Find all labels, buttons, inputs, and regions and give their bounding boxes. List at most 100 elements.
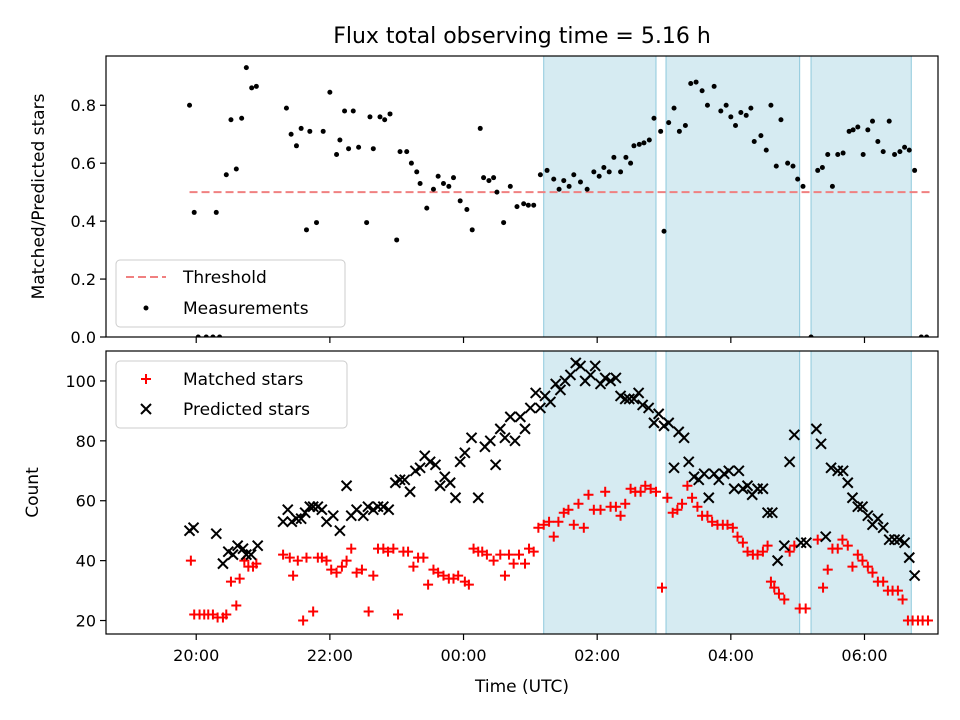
matched-stars-point	[336, 561, 347, 572]
matched-stars-point	[433, 567, 444, 578]
measurement-point	[367, 114, 373, 120]
measurement-point	[795, 176, 801, 182]
matched-stars-point	[563, 504, 574, 515]
measurement-point	[397, 149, 403, 155]
predicted-stars-point	[377, 501, 390, 513]
matched-stars-point	[779, 594, 790, 605]
measurement-point	[768, 102, 774, 108]
matched-stars-point	[368, 570, 379, 581]
measurement-point	[223, 172, 229, 178]
legend-predicted-swatch	[140, 403, 152, 415]
measurement-point	[870, 118, 876, 124]
matched-stars-point	[231, 600, 242, 611]
measurement-point	[924, 334, 930, 337]
predicted-stars-point	[499, 432, 511, 444]
measurement-point	[477, 125, 483, 131]
measurement-point	[486, 178, 492, 184]
measurement-point	[611, 154, 617, 160]
measurement-point	[446, 183, 452, 189]
matched-stars-point	[620, 498, 631, 509]
predicted-stars-point	[766, 507, 778, 519]
predicted-stars-point	[908, 569, 921, 582]
predicted-stars-point	[728, 483, 740, 495]
measurement-point	[525, 202, 531, 208]
matched-stars-point	[857, 555, 868, 566]
measurement-point	[850, 127, 856, 133]
matched-stars-point	[351, 567, 362, 578]
measurement-point	[829, 183, 835, 189]
predicted-stars-point	[652, 408, 665, 420]
matched-stars-point	[897, 594, 908, 605]
predicted-stars-point	[210, 527, 222, 540]
predicted-stars-point	[504, 411, 517, 423]
predicted-stars-point	[394, 474, 406, 486]
predicted-stars-point	[459, 447, 471, 459]
predicted-stars-point	[810, 423, 823, 435]
measurement-point	[451, 175, 457, 181]
measurement-point	[601, 165, 607, 171]
measurement-point	[440, 180, 446, 186]
matched-stars-point	[251, 558, 262, 569]
count-y-axis-label: Count	[23, 467, 43, 518]
matched-stars-point	[852, 549, 863, 560]
measurement-point	[723, 102, 729, 108]
predicted-stars-point	[599, 372, 611, 384]
predicted-stars-series	[183, 357, 921, 582]
measurement-point	[430, 186, 436, 192]
measurement-point	[641, 140, 647, 146]
measurement-point	[195, 334, 201, 337]
predicted-stars-point	[662, 417, 675, 429]
measurement-point	[561, 178, 567, 184]
measurement-point	[676, 128, 682, 134]
measurement-point	[682, 123, 688, 129]
matched-stars-point	[682, 480, 693, 491]
predicted-stars-point	[648, 417, 660, 429]
predicted-stars-point	[429, 459, 442, 471]
matched-stars-point	[645, 483, 656, 494]
measurement-point	[382, 117, 388, 123]
predicted-stars-point	[678, 432, 690, 444]
matched-stars-point	[922, 615, 933, 626]
measurement-point	[303, 227, 309, 233]
measurement-point	[584, 186, 590, 192]
measurement-point	[758, 133, 764, 139]
x-tick-label: 00:00	[440, 646, 486, 665]
measurement-point	[623, 154, 629, 160]
matched-stars-point	[800, 603, 811, 614]
measurement-point	[346, 146, 352, 152]
measurement-point	[217, 334, 223, 337]
measurement-point	[424, 205, 430, 211]
predicted-stars-point	[778, 539, 791, 552]
matched-stars-point	[548, 531, 559, 542]
measurement-point	[846, 128, 852, 134]
predicted-stars-point	[454, 456, 466, 468]
measurement-point	[464, 207, 470, 213]
matched-stars-point	[892, 585, 903, 596]
matched-stars-point	[463, 579, 474, 590]
predicted-stars-point	[564, 369, 577, 381]
matched-stars-point	[403, 546, 414, 557]
ratio-legend-box	[115, 259, 346, 328]
measurement-point	[253, 83, 259, 89]
ratio-y-tick-label: 0.6	[71, 154, 96, 173]
measurement-point	[886, 118, 892, 124]
measurement-point	[835, 151, 841, 157]
matched-stars-point	[513, 549, 524, 560]
measurement-point	[808, 334, 814, 337]
measurement-point	[631, 143, 637, 149]
measurement-point	[733, 123, 739, 129]
measurement-point	[773, 163, 779, 169]
legend-matched-label: Matched stars	[183, 370, 303, 390]
predicted-stars-point	[217, 557, 229, 570]
measurement-point	[350, 108, 356, 114]
matched-stars-point	[818, 582, 829, 593]
matched-stars-point	[862, 561, 873, 572]
matched-stars-point	[692, 501, 703, 512]
predicted-stars-point	[240, 548, 253, 561]
predicted-stars-point	[231, 539, 244, 552]
predicted-stars-point	[820, 530, 832, 543]
measurement-point	[288, 131, 294, 137]
predicted-stars-point	[362, 501, 374, 513]
measurement-point	[239, 115, 245, 121]
matched-stars-point	[842, 540, 853, 551]
